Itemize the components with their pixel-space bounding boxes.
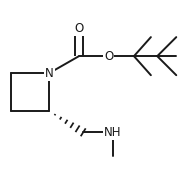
Text: O: O [104, 50, 113, 63]
Text: O: O [74, 22, 83, 35]
Text: N: N [45, 67, 54, 80]
Text: NH: NH [104, 126, 122, 139]
